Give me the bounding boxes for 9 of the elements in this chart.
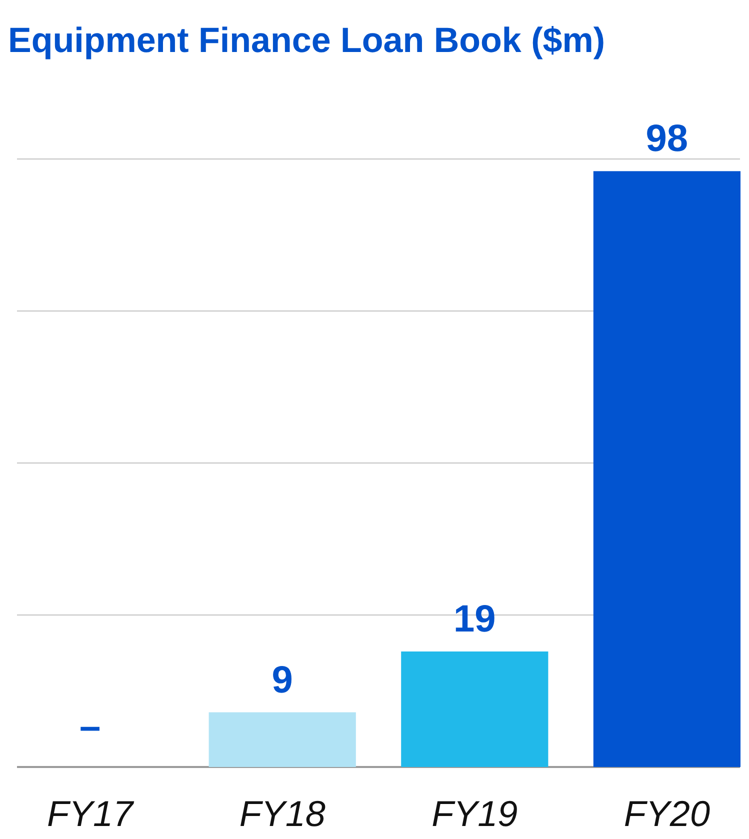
- data-label: 98: [646, 118, 688, 160]
- chart-title: Equipment Finance Loan Book ($m): [8, 21, 605, 60]
- text: –: [79, 706, 101, 748]
- data-label: 9: [272, 659, 293, 702]
- x-tick-label: FY18: [239, 793, 326, 834]
- x-tick-label: FY19: [432, 793, 518, 834]
- data-label: 19: [454, 598, 496, 640]
- x-tick-label: FY20: [624, 793, 710, 834]
- x-tick-label: FY17: [47, 793, 136, 834]
